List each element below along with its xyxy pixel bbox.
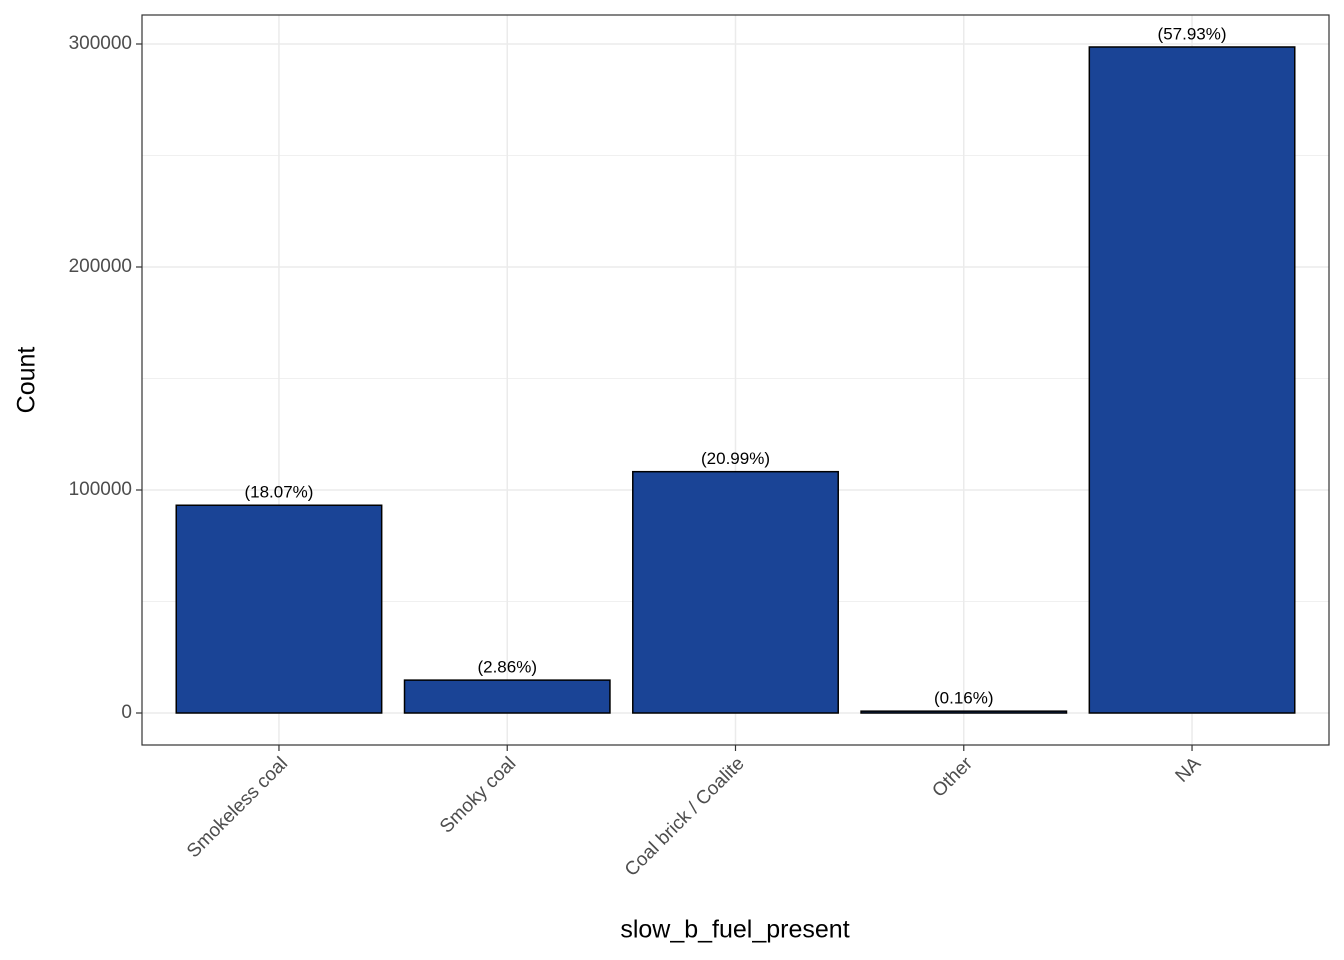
bar [175,504,383,714]
x-tick-label: Smokeless coal [183,753,292,862]
bar-label: (2.86%) [477,658,537,677]
bar [860,710,1068,714]
bar-label: (0.16%) [934,689,994,708]
y-tick-label: 0 [121,702,132,723]
x-tick-label: Smoky coal [436,753,520,837]
bar-label: (18.07%) [244,483,313,502]
panel-border [141,14,1330,746]
bar [632,470,839,714]
bar-label: (57.93%) [1158,24,1227,43]
x-axis-title: slow_b_fuel_present [620,916,849,944]
x-tick-label: Other [928,753,977,802]
bar-label: (20.99%) [701,449,770,468]
y-tick-label: 300000 [69,33,132,54]
x-tick-label: Coal brick / Coalite [621,753,749,881]
bar [1088,46,1296,714]
y-tick-label: 100000 [69,479,132,500]
x-tick-label: NA [1172,753,1206,787]
y-tick-label: 200000 [69,256,132,277]
y-axis-title: Count [13,347,41,414]
bar [403,679,611,714]
